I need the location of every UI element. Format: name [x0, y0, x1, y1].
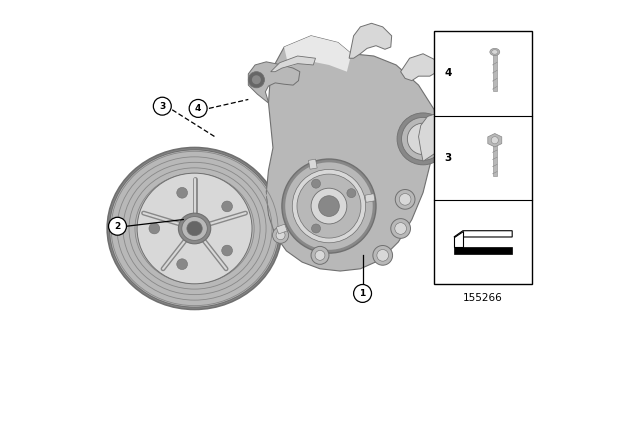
Bar — [308, 159, 317, 169]
Circle shape — [189, 99, 207, 117]
Bar — [493, 139, 497, 176]
Text: 3: 3 — [444, 153, 451, 163]
Circle shape — [319, 196, 339, 216]
Text: 155266: 155266 — [463, 293, 503, 303]
Circle shape — [311, 246, 329, 264]
Circle shape — [407, 123, 439, 155]
Polygon shape — [349, 23, 392, 58]
Polygon shape — [271, 56, 316, 72]
Circle shape — [397, 113, 449, 165]
Text: 1: 1 — [360, 289, 365, 298]
Ellipse shape — [182, 216, 207, 241]
Circle shape — [312, 179, 321, 188]
Polygon shape — [266, 36, 436, 271]
Bar — [493, 51, 497, 91]
Circle shape — [177, 259, 188, 270]
Circle shape — [177, 187, 188, 198]
Ellipse shape — [492, 50, 498, 54]
Circle shape — [297, 174, 361, 238]
Circle shape — [353, 284, 371, 302]
Circle shape — [276, 231, 285, 240]
Circle shape — [154, 97, 172, 115]
Ellipse shape — [109, 150, 280, 307]
Circle shape — [109, 217, 127, 235]
Polygon shape — [419, 114, 443, 161]
Circle shape — [401, 117, 445, 160]
Polygon shape — [248, 62, 300, 103]
Ellipse shape — [490, 48, 500, 56]
Circle shape — [311, 188, 347, 224]
Circle shape — [391, 219, 410, 238]
Circle shape — [292, 169, 365, 243]
Circle shape — [312, 224, 321, 233]
Circle shape — [395, 223, 406, 234]
Ellipse shape — [179, 213, 211, 244]
Polygon shape — [401, 54, 437, 81]
Ellipse shape — [137, 173, 252, 284]
Circle shape — [149, 223, 160, 234]
Bar — [365, 194, 375, 202]
Circle shape — [373, 246, 392, 265]
Circle shape — [221, 201, 232, 212]
Text: 3: 3 — [159, 102, 165, 111]
Polygon shape — [284, 36, 351, 72]
Circle shape — [377, 250, 388, 261]
Circle shape — [315, 250, 325, 260]
Polygon shape — [454, 231, 512, 237]
Text: 4: 4 — [195, 104, 202, 113]
Circle shape — [492, 137, 499, 144]
Polygon shape — [488, 134, 502, 147]
Text: 4: 4 — [444, 69, 451, 78]
Ellipse shape — [187, 221, 202, 236]
Circle shape — [273, 227, 289, 243]
Circle shape — [399, 194, 411, 205]
Text: 2: 2 — [115, 222, 120, 231]
Circle shape — [347, 189, 356, 198]
Circle shape — [252, 75, 261, 84]
Circle shape — [248, 72, 264, 88]
Circle shape — [396, 190, 415, 209]
Ellipse shape — [107, 147, 282, 310]
Bar — [454, 247, 512, 254]
Circle shape — [285, 162, 372, 250]
Circle shape — [221, 245, 232, 256]
Polygon shape — [454, 231, 463, 247]
Bar — [276, 224, 287, 234]
Bar — [435, 31, 532, 284]
Circle shape — [282, 159, 376, 253]
